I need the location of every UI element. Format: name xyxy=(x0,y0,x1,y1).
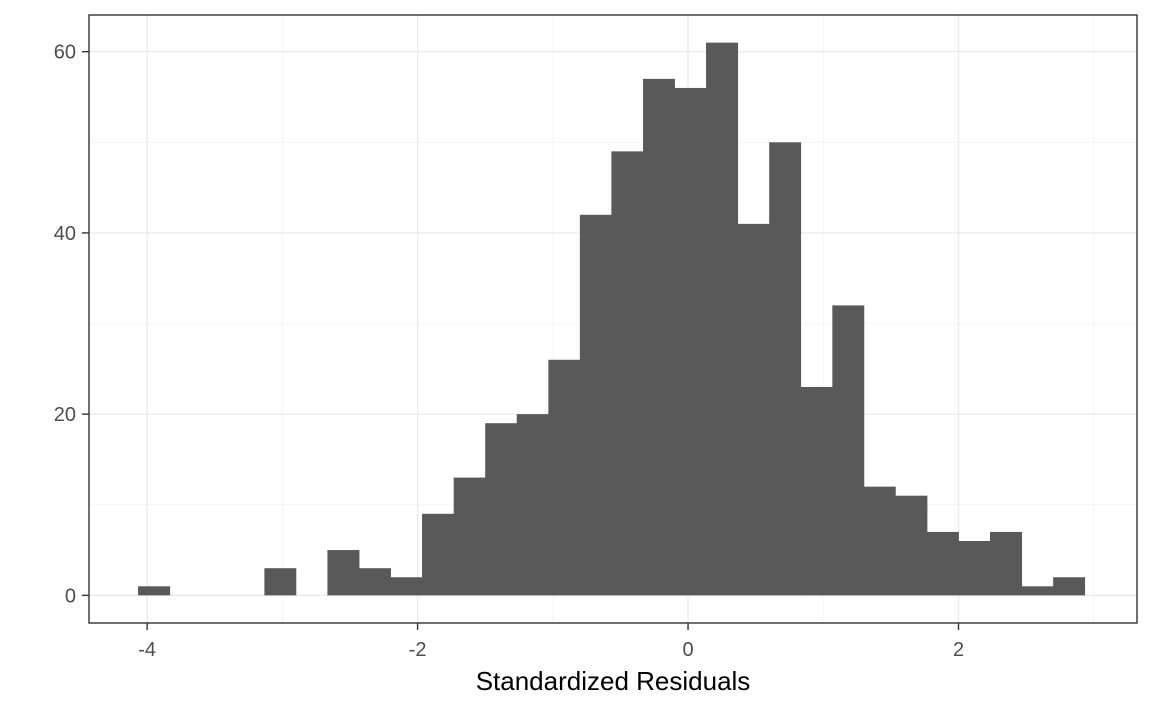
panel-border xyxy=(88,14,1138,624)
histogram-bar xyxy=(422,513,455,596)
histogram-bar xyxy=(737,223,770,596)
x-tick-label: 2 xyxy=(953,639,964,661)
histogram-bar xyxy=(1021,586,1054,596)
histogram-bar xyxy=(516,414,549,596)
histogram-bar xyxy=(485,423,518,596)
histogram-bar xyxy=(769,142,802,596)
histogram-bar xyxy=(926,531,959,596)
histogram-bar xyxy=(390,577,423,596)
histogram-bar xyxy=(1053,577,1086,596)
histogram-bar xyxy=(643,78,675,596)
y-tick-label: 60 xyxy=(54,42,76,64)
histogram-bar xyxy=(674,87,707,596)
histogram-bar xyxy=(990,531,1023,596)
y-tick-label: 20 xyxy=(54,404,76,426)
x-axis-title: Standardized Residuals xyxy=(476,666,751,696)
x-tick-label: -2 xyxy=(409,639,427,661)
histogram-bar xyxy=(958,540,991,596)
y-axis: 0 20 40 60 xyxy=(54,42,89,607)
histogram-bar xyxy=(611,151,644,596)
histogram-bar xyxy=(453,477,486,596)
y-tick-label: 40 xyxy=(54,223,76,245)
histogram-bar xyxy=(706,42,739,596)
histogram-bar xyxy=(800,386,833,596)
histogram-bar xyxy=(327,550,360,596)
x-tick-label: 0 xyxy=(682,639,693,661)
histogram-bar xyxy=(895,495,928,596)
histogram-bar xyxy=(138,586,171,596)
histogram-bar xyxy=(359,568,391,596)
histogram-bar xyxy=(264,568,297,596)
x-axis: -4 -2 0 2 xyxy=(138,623,964,661)
x-tick-label: -4 xyxy=(138,639,156,661)
histogram-bar xyxy=(579,214,612,596)
histogram-bar xyxy=(548,359,581,596)
y-tick-label: 0 xyxy=(65,585,76,607)
histogram-bars xyxy=(138,42,1086,596)
histogram-bar xyxy=(832,305,865,596)
histogram-bar xyxy=(863,486,896,596)
